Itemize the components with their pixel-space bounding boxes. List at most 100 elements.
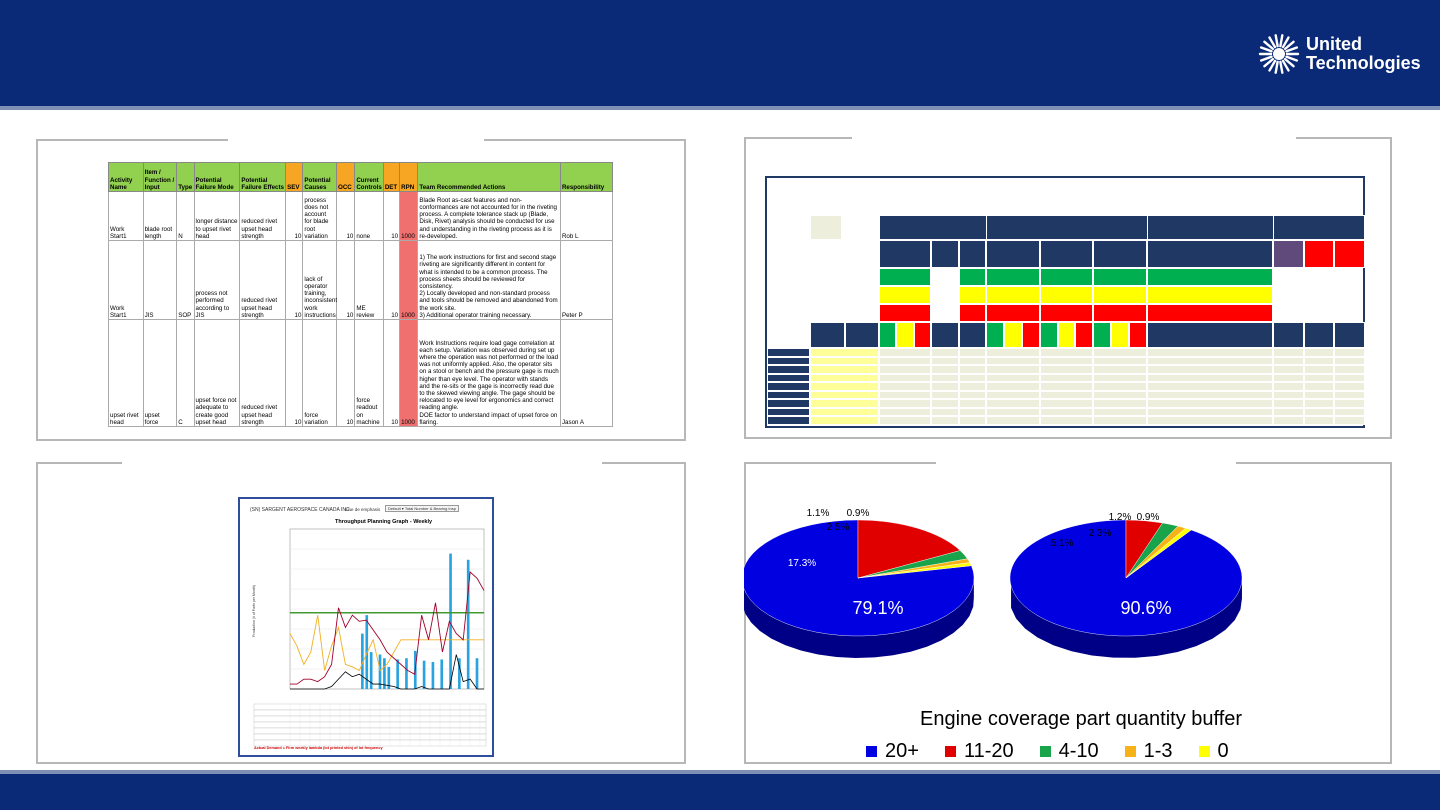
legend-item: 0 — [1198, 740, 1229, 763]
legend-item: 20+ — [866, 740, 919, 763]
col-det: DET — [382, 162, 401, 192]
matrix-row-cell — [810, 365, 879, 374]
matrix-row-cell — [1273, 356, 1304, 365]
matrix-row-cell — [959, 407, 986, 416]
matrix-cell — [986, 268, 1040, 286]
matrix-row-cell — [986, 356, 1040, 365]
cell-causes: force variation — [302, 319, 338, 427]
throughput-bar — [449, 553, 452, 689]
col-rpn: RPN — [399, 162, 419, 192]
matrix-cell — [1093, 268, 1147, 286]
pie-slice — [857, 519, 961, 579]
matrix-cell — [1040, 240, 1093, 268]
logo-ray — [1281, 59, 1290, 72]
matrix-cell — [913, 322, 931, 348]
matrix-row-head — [767, 390, 810, 399]
throughput-bar — [431, 661, 435, 689]
cell-sev: 10 — [285, 240, 304, 320]
col-causes: Potential Causes — [302, 162, 338, 192]
cell-occ: 10 — [336, 191, 356, 241]
matrix-cell — [1147, 304, 1273, 322]
matrix-cell — [1273, 322, 1304, 348]
matrix-row-cell — [1040, 356, 1093, 365]
pie-legend: 20+ 11-20 4-10 1-3 0 — [866, 740, 1255, 763]
matrix-cell — [810, 322, 845, 348]
legend-label: 20+ — [885, 740, 919, 762]
matrix-row-cell — [1304, 416, 1334, 425]
matrix-row-head — [767, 365, 810, 374]
company-name: (SN) SARGENT AEROSPACE CANADA INC. — [250, 507, 351, 513]
matrix-cell — [1111, 322, 1129, 348]
matrix-cell — [1129, 322, 1147, 348]
pie-label-main: 79.1% — [852, 598, 903, 618]
logo-ray — [1283, 40, 1295, 51]
emphasis-label: Line de emphasis — [345, 507, 381, 512]
matrix-cell — [1304, 240, 1334, 268]
matrix-row-cell — [1273, 382, 1304, 391]
matrix-cell — [986, 286, 1040, 304]
pie-label: 2.5% — [827, 522, 850, 533]
fmea-table: Activity Name Item / Function / Input Ty… — [108, 162, 614, 427]
table-row: upset rivet head upset force C upset for… — [108, 319, 614, 427]
throughput-graph — [253, 528, 487, 747]
throughput-bar — [440, 659, 444, 689]
matrix-cell — [1334, 240, 1365, 268]
matrix-row-cell — [1147, 399, 1273, 408]
matrix-cell — [931, 240, 959, 268]
matrix-row-cell — [879, 348, 931, 357]
cell-controls: ME review — [354, 240, 384, 320]
matrix-row-cell — [1334, 382, 1365, 391]
matrix-row-cell — [959, 399, 986, 408]
cell-causes: lack of operator training, inconsistent … — [302, 240, 337, 320]
matrix-cell — [879, 268, 931, 286]
matrix-row-cell — [1040, 365, 1093, 374]
cell-type: C — [176, 319, 195, 427]
matrix-row-cell — [1334, 399, 1365, 408]
matrix-row-cell — [1147, 356, 1273, 365]
matrix-row-cell — [810, 356, 879, 365]
matrix-row-cell — [1273, 399, 1304, 408]
table-row: Work Start1 JIS SOP process not performe… — [108, 240, 614, 320]
demand-line — [290, 571, 485, 685]
matrix-row-cell — [1147, 416, 1273, 425]
col-effects: Potential Failure Effects — [239, 162, 287, 192]
matrix-row-cell — [879, 382, 931, 391]
pie-label: 5.1% — [1051, 538, 1074, 549]
logo-ray — [1263, 40, 1275, 51]
pie-label-main: 90.6% — [1120, 598, 1171, 618]
matrix-cell — [1147, 268, 1273, 286]
matrix-row-cell — [1147, 373, 1273, 382]
matrix-cell — [1040, 322, 1058, 348]
matrix-cell — [1040, 286, 1093, 304]
matrix-cell — [959, 304, 986, 322]
matrix-row-cell — [1093, 356, 1147, 365]
cell-resp: Peter P — [559, 240, 614, 320]
matrix-row-cell — [959, 382, 986, 391]
matrix-row-cell — [986, 365, 1040, 374]
col-mode: Potential Failure Mode — [193, 162, 241, 192]
matrix-row-cell — [810, 416, 879, 425]
matrix-row-cell — [810, 382, 879, 391]
throughput-bar — [475, 658, 479, 689]
legend-item: 4-10 — [1039, 740, 1099, 763]
united-technologies-logo: United Technologies — [1258, 33, 1428, 75]
legend-swatch — [1124, 746, 1136, 757]
matrix-row-cell — [1334, 407, 1365, 416]
matrix-row-cell — [1093, 407, 1147, 416]
matrix-cell — [986, 215, 1148, 240]
throughput-bar — [396, 659, 399, 689]
matrix-row-cell — [931, 390, 959, 399]
ut-burst-icon — [1258, 34, 1300, 74]
throughput-bar — [378, 654, 382, 689]
cell-rpn: 1000 — [399, 319, 419, 427]
matrix-row-cell — [1334, 390, 1365, 399]
matrix-row-cell — [1273, 390, 1304, 399]
throughput-title: Throughput Planning Graph - Weekly — [335, 519, 433, 525]
matrix-row-cell — [1040, 382, 1093, 391]
cell-actions: Blade Root as-cast features and non-conf… — [417, 191, 561, 241]
emphasis-select[interactable]: Default ▾ Total Number & Bearing Insp — [385, 505, 459, 512]
logo-ray — [1285, 46, 1299, 53]
throughput-note: Actual Demand = Firm weekly lambda (lot … — [254, 746, 383, 750]
legend-swatch — [866, 746, 877, 757]
matrix-row-cell — [931, 348, 959, 357]
